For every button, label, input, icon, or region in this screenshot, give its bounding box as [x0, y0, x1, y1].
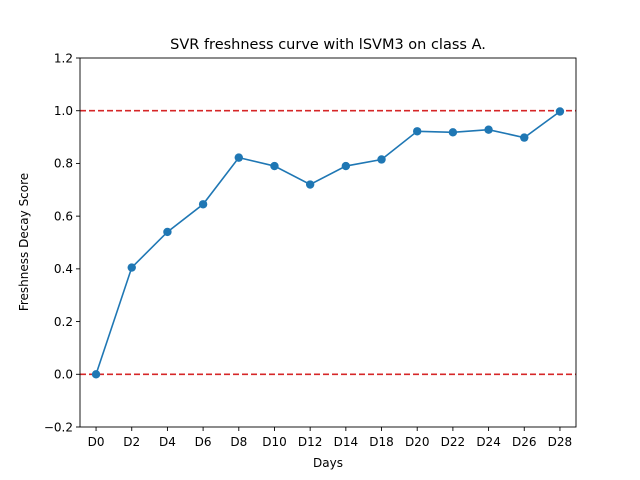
y-tick-label: 1.2: [54, 51, 73, 65]
data-point: [91, 370, 101, 379]
x-tick-label: D14: [334, 435, 359, 449]
x-tick-label: D22: [441, 435, 466, 449]
x-tick-label: D28: [548, 435, 573, 449]
data-point: [198, 200, 208, 209]
y-tick-label: 0.4: [54, 262, 73, 276]
data-point: [341, 161, 351, 171]
y-tick-label: 0.6: [54, 209, 73, 223]
x-tick-label: D12: [298, 435, 323, 449]
plot-frame: [79, 57, 577, 428]
x-tick-label: D4: [159, 435, 176, 449]
plot-area: D0 D2 D4 D6 D8 D10 D12 D14 D18 D20 D22 D24 D26 D28 −0.…: [44, 51, 577, 449]
y-tick-label: 1.0: [54, 104, 73, 118]
x-axis-title: Days: [313, 456, 343, 470]
y-tick-label: 0.2: [54, 315, 73, 329]
data-point: [377, 155, 386, 164]
y-axis-title: Freshness Decay Score: [17, 173, 31, 311]
data-point: [555, 107, 565, 116]
data-point: [484, 125, 493, 134]
data-point: [163, 227, 172, 237]
x-tick-label: D24: [476, 435, 501, 449]
data-point: [270, 161, 279, 171]
series-line: [95, 110, 561, 375]
x-tick-label: D0: [88, 435, 105, 449]
data-point: [127, 263, 136, 272]
x-tick-label: D26: [512, 435, 537, 449]
x-tick-label: D8: [230, 435, 247, 449]
data-point: [520, 133, 529, 142]
x-tick-label: D20: [405, 435, 430, 449]
x-tick-label: D2: [123, 435, 140, 449]
y-tick-label: 0.8: [54, 157, 73, 171]
data-point: [234, 153, 243, 162]
data-point: [448, 128, 458, 137]
y-tick-label: 0.0: [54, 368, 73, 382]
data-point: [305, 180, 315, 189]
x-tick-label: D6: [195, 435, 212, 449]
chart-title: SVR freshness curve with lSVM3 on class …: [170, 37, 486, 53]
x-tick-label: D18: [369, 435, 394, 449]
x-tick-label: D10: [262, 435, 287, 449]
data-point: [413, 127, 422, 136]
y-tick-label: −0.2: [44, 420, 73, 434]
